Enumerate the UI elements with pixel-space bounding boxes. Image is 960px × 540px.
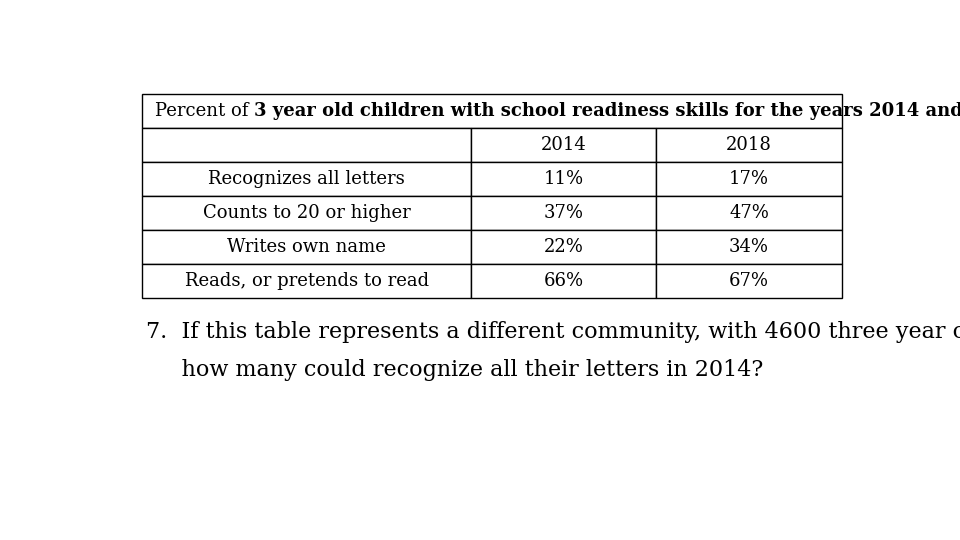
Bar — [142, 94, 842, 128]
Bar — [657, 196, 842, 230]
Bar — [142, 162, 471, 196]
Text: 11%: 11% — [543, 170, 584, 188]
Text: 17%: 17% — [729, 170, 769, 188]
Bar — [657, 162, 842, 196]
Bar — [471, 265, 657, 299]
Text: 2018: 2018 — [726, 136, 772, 154]
Bar — [142, 128, 471, 162]
Text: Reads, or pretends to read: Reads, or pretends to read — [184, 273, 429, 291]
Bar — [657, 265, 842, 299]
Text: Counts to 20 or higher: Counts to 20 or higher — [203, 204, 411, 222]
Text: 7.  If this table represents a different community, with 4600 three year old kid: 7. If this table represents a different … — [146, 321, 960, 343]
Text: Percent of: Percent of — [155, 102, 254, 120]
Bar — [471, 128, 657, 162]
Text: 3 year old children with school readiness skills for the years 2014 and 2018: 3 year old children with school readines… — [254, 102, 960, 120]
Text: 66%: 66% — [543, 273, 584, 291]
Bar — [142, 265, 471, 299]
Text: how many could recognize all their letters in 2014?: how many could recognize all their lette… — [146, 359, 763, 381]
Text: 2014: 2014 — [540, 136, 587, 154]
Bar — [657, 128, 842, 162]
Bar — [142, 230, 471, 265]
Text: 67%: 67% — [729, 273, 769, 291]
Text: Writes own name: Writes own name — [228, 238, 386, 256]
Bar — [657, 230, 842, 265]
Bar — [471, 196, 657, 230]
Bar — [142, 196, 471, 230]
Bar — [471, 230, 657, 265]
Text: Recognizes all letters: Recognizes all letters — [208, 170, 405, 188]
Text: 34%: 34% — [729, 238, 769, 256]
Text: 22%: 22% — [543, 238, 584, 256]
Bar — [471, 162, 657, 196]
Text: 37%: 37% — [543, 204, 584, 222]
Text: 47%: 47% — [729, 204, 769, 222]
